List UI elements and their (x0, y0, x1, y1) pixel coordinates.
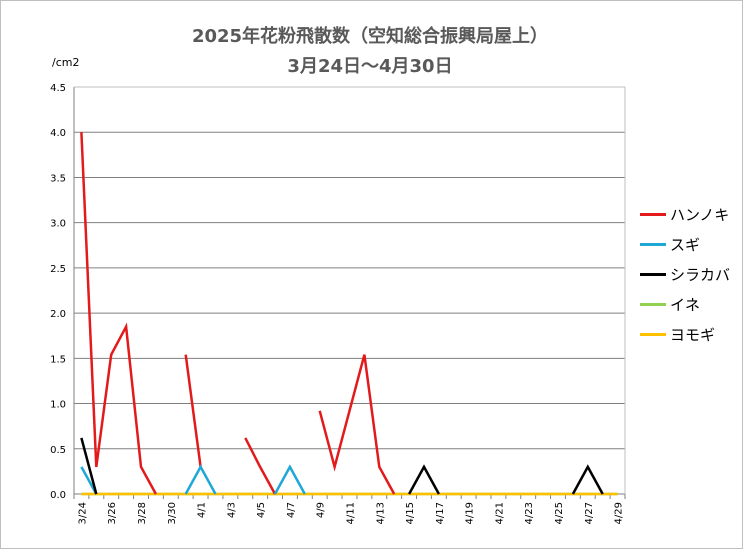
legend-swatch-ine (640, 303, 666, 306)
legend-item-ine: イネ (640, 292, 740, 322)
legend-item-sugi: スギ (640, 232, 740, 262)
x-tick-label: 3/28 (137, 502, 148, 524)
series-line-1 (80, 132, 396, 495)
x-tick-label: 4/9 (316, 502, 327, 518)
x-tick-label: 4/27 (584, 502, 595, 524)
x-tick-label: 4/19 (465, 502, 476, 524)
legend-item-hannoki: ハンノキ (640, 202, 740, 232)
x-tick-label: 3/30 (167, 502, 178, 524)
legend-label-sugi: スギ (670, 236, 701, 254)
chart-title: 2025年花粉飛散数（空知総合振興局屋上） (191, 26, 549, 47)
legend: ハンノキ スギ シラカバ イネ ヨモギ (640, 202, 740, 352)
legend-label-shirakaba: シラカバ (670, 266, 731, 284)
legend-swatch-sugi (640, 243, 666, 246)
y-tick-label: 4.0 (50, 128, 66, 139)
legend-label-ine: イネ (670, 296, 701, 314)
x-tick-label: 4/21 (494, 502, 505, 524)
y-axis-unit-label: /cm2 (52, 56, 80, 69)
legend-item-shirakaba: シラカバ (640, 262, 740, 292)
chart-subtitle: 3月24日～4月30日 (287, 56, 453, 77)
series-line-2 (80, 464, 306, 495)
x-tick-label: 4/11 (346, 502, 357, 524)
y-tick-label: 3.0 (50, 219, 66, 230)
y-tick-label: 0.0 (50, 490, 66, 501)
x-tick-label: 4/15 (405, 502, 416, 524)
x-tick-label: 3/24 (77, 502, 88, 524)
legend-swatch-hannoki (640, 213, 666, 216)
x-tick-label: 4/3 (226, 502, 237, 518)
legend-label-hannoki: ハンノキ (670, 206, 730, 224)
legend-swatch-yomogi (640, 333, 666, 336)
y-tick-label: 1.0 (50, 400, 66, 411)
x-tick-label: 4/5 (256, 502, 267, 518)
x-tick-label: 4/13 (375, 502, 386, 524)
y-tick-label: 1.5 (50, 354, 66, 365)
y-tick-label: 2.5 (50, 264, 66, 275)
x-tick-label: 3/26 (107, 502, 118, 524)
series-line-3 (80, 437, 604, 495)
y-tick-label: 3.5 (50, 173, 66, 184)
x-tick-label: 4/29 (614, 502, 625, 524)
legend-label-yomogi: ヨモギ (670, 326, 716, 344)
legend-swatch-shirakaba (640, 273, 666, 276)
x-tick-label: 4/25 (554, 502, 565, 524)
y-tick-label: 4.5 (50, 83, 66, 94)
x-tick-label: 4/17 (435, 502, 446, 524)
legend-item-yomogi: ヨモギ (640, 322, 740, 352)
y-tick-label: 2.0 (50, 309, 66, 320)
x-tick-label: 4/7 (286, 502, 297, 518)
y-tick-label: 0.5 (50, 445, 66, 456)
x-tick-label: 4/1 (197, 502, 208, 518)
x-tick-label: 4/23 (524, 502, 535, 524)
